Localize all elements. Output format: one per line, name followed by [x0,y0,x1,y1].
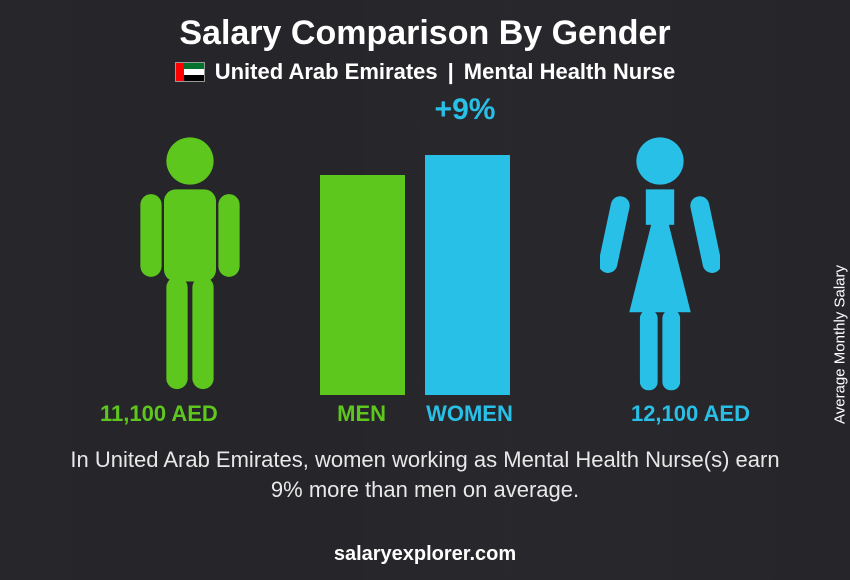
subtitle-role: Mental Health Nurse [464,59,676,85]
label-men: MEN [337,401,386,427]
salary-women: 12,100 AED [631,401,750,427]
man-icon [130,135,250,395]
subtitle-country: United Arab Emirates [215,59,438,85]
footer-source: salaryexplorer.com [0,543,850,566]
subtitle-separator: | [448,59,454,85]
labels-row: 11,100 AED MEN WOMEN 12,100 AED [0,401,850,427]
bar-men [320,175,405,395]
uae-flag-icon [175,62,205,82]
difference-percent: +9% [405,93,525,127]
chart-area: +9% 11,100 AED MEN WOMEN 12,100 AED Aver… [0,95,850,435]
y-axis-label: Average Monthly Salary [832,265,849,424]
woman-icon [600,135,720,395]
salary-men: 11,100 AED [100,401,218,427]
bar-women [425,155,510,395]
summary-text: In United Arab Emirates, women working a… [0,435,850,504]
subtitle-row: United Arab Emirates | Mental Health Nur… [0,59,850,85]
page-title: Salary Comparison By Gender [0,0,850,53]
label-women: WOMEN [426,401,513,427]
